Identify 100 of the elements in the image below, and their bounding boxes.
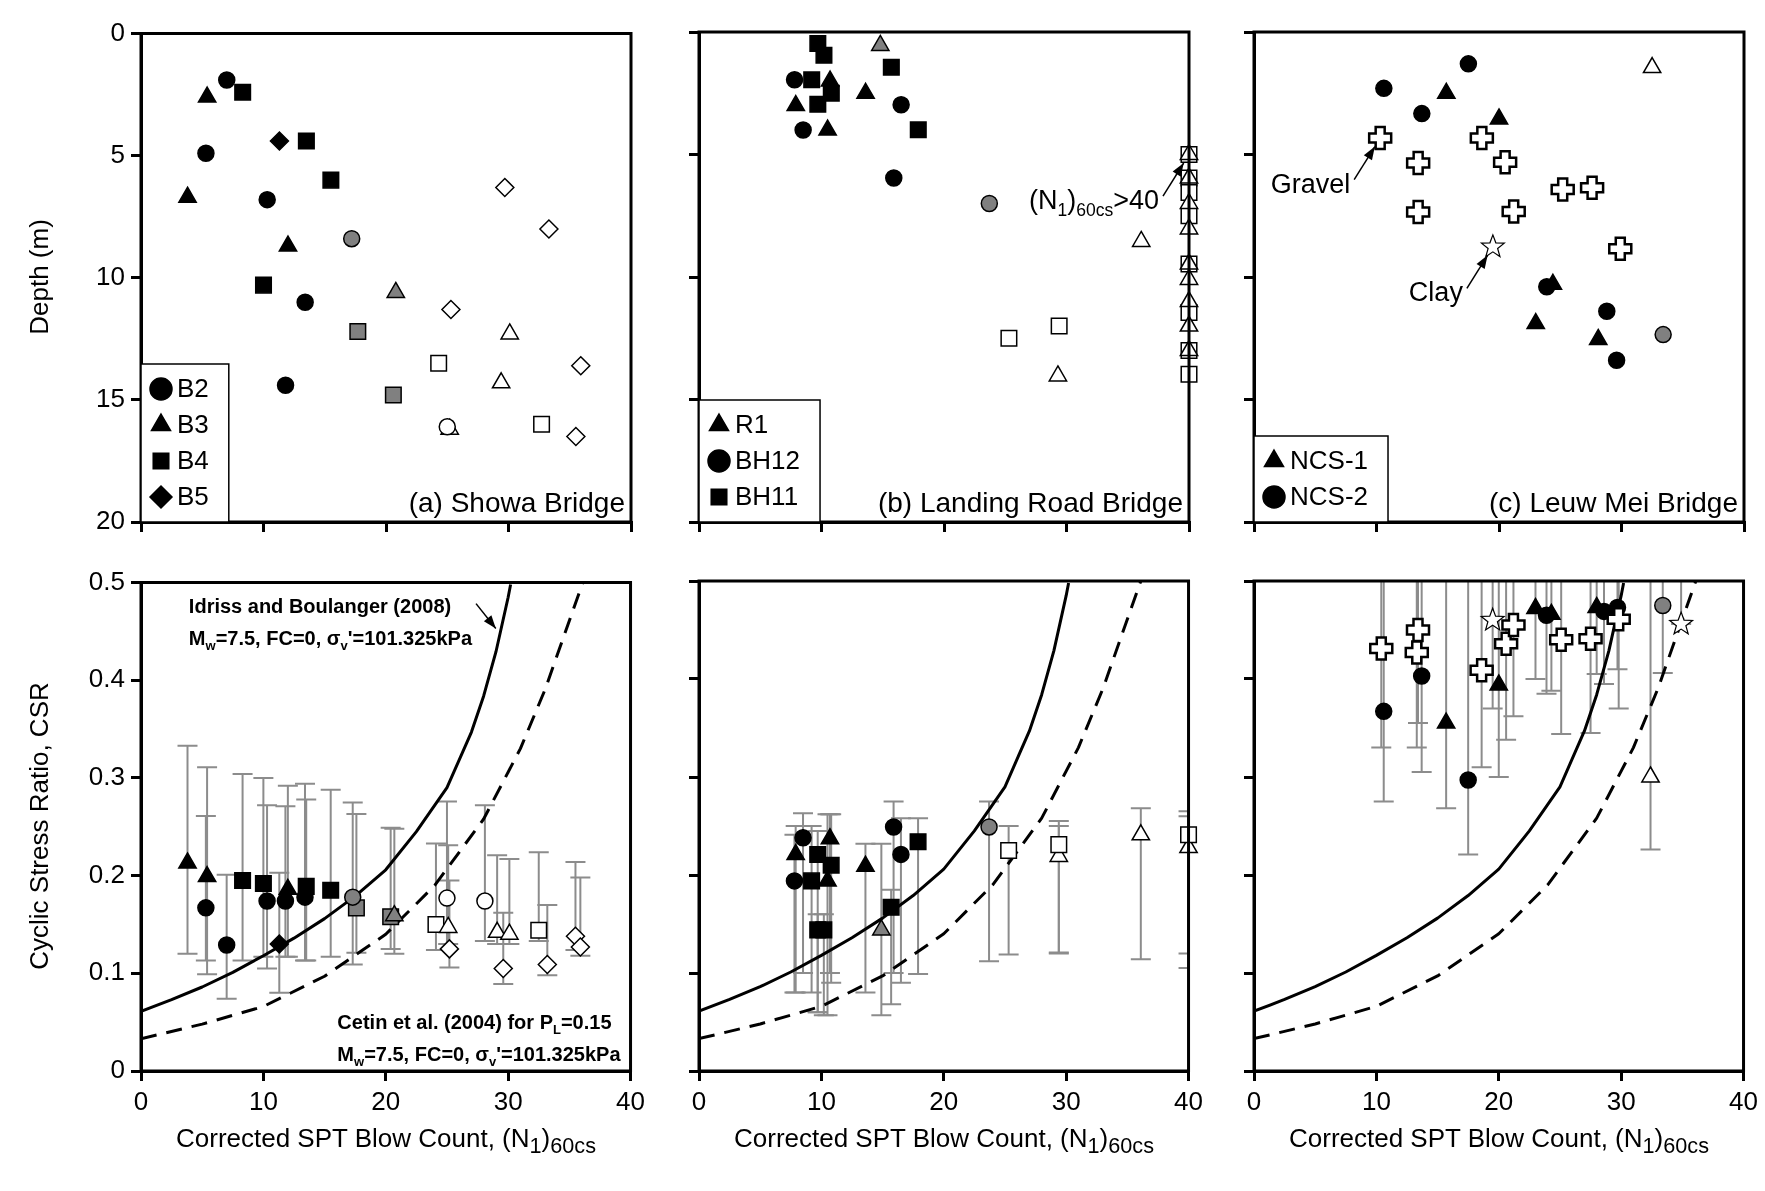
point (438, 418, 456, 436)
point (892, 96, 910, 114)
point (533, 415, 551, 433)
point (197, 899, 215, 917)
point (1000, 329, 1018, 347)
x-tick-label: 40 (1729, 1085, 1758, 1116)
point (1048, 365, 1068, 382)
point (254, 874, 272, 892)
x-axis-title: Corrected SPT Blow Count, (N$_{1}$)$_{60cs}$ (175, 1123, 597, 1160)
point (1492, 150, 1518, 175)
y-tick-label: 0.4 (88, 663, 125, 694)
point (884, 818, 903, 836)
point (1131, 230, 1151, 248)
point (882, 58, 900, 76)
y-tick-label: 0.5 (88, 565, 125, 596)
point (570, 937, 591, 957)
point (822, 856, 840, 874)
point (571, 355, 591, 376)
annotation: (b) Landing Road Bridge (877, 487, 1184, 518)
x-tick-label: 30 (493, 1085, 523, 1116)
x-tick-label: 40 (616, 1085, 645, 1116)
point (785, 71, 804, 89)
point (269, 934, 290, 954)
point (438, 889, 456, 907)
x-tick-label: 0 (133, 1085, 149, 1116)
annotation: (a) Showa Bridge (408, 487, 626, 518)
point (566, 426, 586, 447)
point (476, 892, 494, 910)
point (430, 354, 448, 372)
y-tick-label: 0.2 (88, 858, 125, 889)
point (1412, 667, 1431, 685)
point (882, 898, 900, 916)
x-tick-label: 0 (691, 1085, 707, 1116)
legend-label: NCS-2 (1290, 481, 1369, 512)
point (439, 939, 460, 959)
x-tick-label: 10 (248, 1085, 278, 1116)
point (980, 818, 998, 836)
point (1459, 771, 1477, 789)
x-tick-label: 20 (929, 1085, 959, 1116)
point (1404, 640, 1430, 665)
point (1374, 702, 1393, 721)
legend-label: R1 (735, 409, 769, 440)
point (1669, 611, 1694, 635)
point (322, 171, 340, 189)
point (1367, 125, 1393, 151)
point (1550, 177, 1575, 202)
point (1413, 104, 1431, 123)
point (794, 829, 812, 847)
x-tick-label: 30 (1606, 1085, 1636, 1116)
point (537, 954, 558, 975)
point (803, 872, 821, 890)
point (1000, 841, 1018, 860)
x-tick-label: 40 (1174, 1085, 1203, 1116)
point (322, 881, 340, 899)
point (1405, 617, 1431, 643)
point (1369, 636, 1394, 661)
point (297, 132, 315, 150)
point (495, 177, 515, 198)
x-tick-label: 10 (1361, 1085, 1391, 1116)
point (803, 71, 821, 89)
point (885, 169, 903, 187)
point (258, 190, 276, 209)
point (493, 958, 514, 979)
x-tick-label: 20 (1484, 1085, 1514, 1116)
y-axis-title: Cyclic Stress Ratio, CSR (23, 682, 55, 970)
legend-label: NCS-1 (1290, 445, 1369, 476)
point (1459, 55, 1478, 73)
x-tick-label: 30 (1051, 1085, 1081, 1116)
point (785, 872, 804, 890)
x-tick-label: 10 (806, 1085, 836, 1116)
point (296, 293, 314, 311)
annotation: (c) Leuw Mei Bridge (1489, 487, 1739, 518)
point (1607, 351, 1626, 370)
point (1606, 606, 1631, 632)
point (1405, 150, 1431, 176)
y-tick-label: 5 (110, 138, 125, 169)
x-axis-title: Corrected SPT Blow Count, (N$_{1}$)$_{60cs}$ (1288, 1123, 1710, 1160)
legend-label: BH11 (735, 481, 799, 512)
y-tick-label: 0 (110, 16, 125, 47)
y-tick-label: 0 (110, 1054, 125, 1085)
point (1598, 302, 1616, 321)
point (909, 121, 927, 139)
point (269, 131, 290, 151)
point (1480, 607, 1505, 631)
legend-label: BH12 (735, 445, 801, 476)
point (1501, 612, 1526, 638)
y-tick-label: 15 (96, 383, 125, 414)
point (794, 121, 812, 139)
annotation: Clay (1408, 277, 1464, 308)
point (1480, 234, 1505, 258)
point (909, 833, 927, 851)
legend-label: B3 (177, 409, 209, 440)
y-axis-title: Depth (m) (23, 219, 55, 335)
y-tick-label: 20 (96, 505, 125, 536)
point (980, 194, 999, 213)
point (441, 299, 461, 320)
point (234, 872, 252, 890)
legend-label: B4 (177, 445, 209, 476)
y-tick-label: 0.3 (88, 761, 125, 792)
point (1501, 199, 1526, 224)
